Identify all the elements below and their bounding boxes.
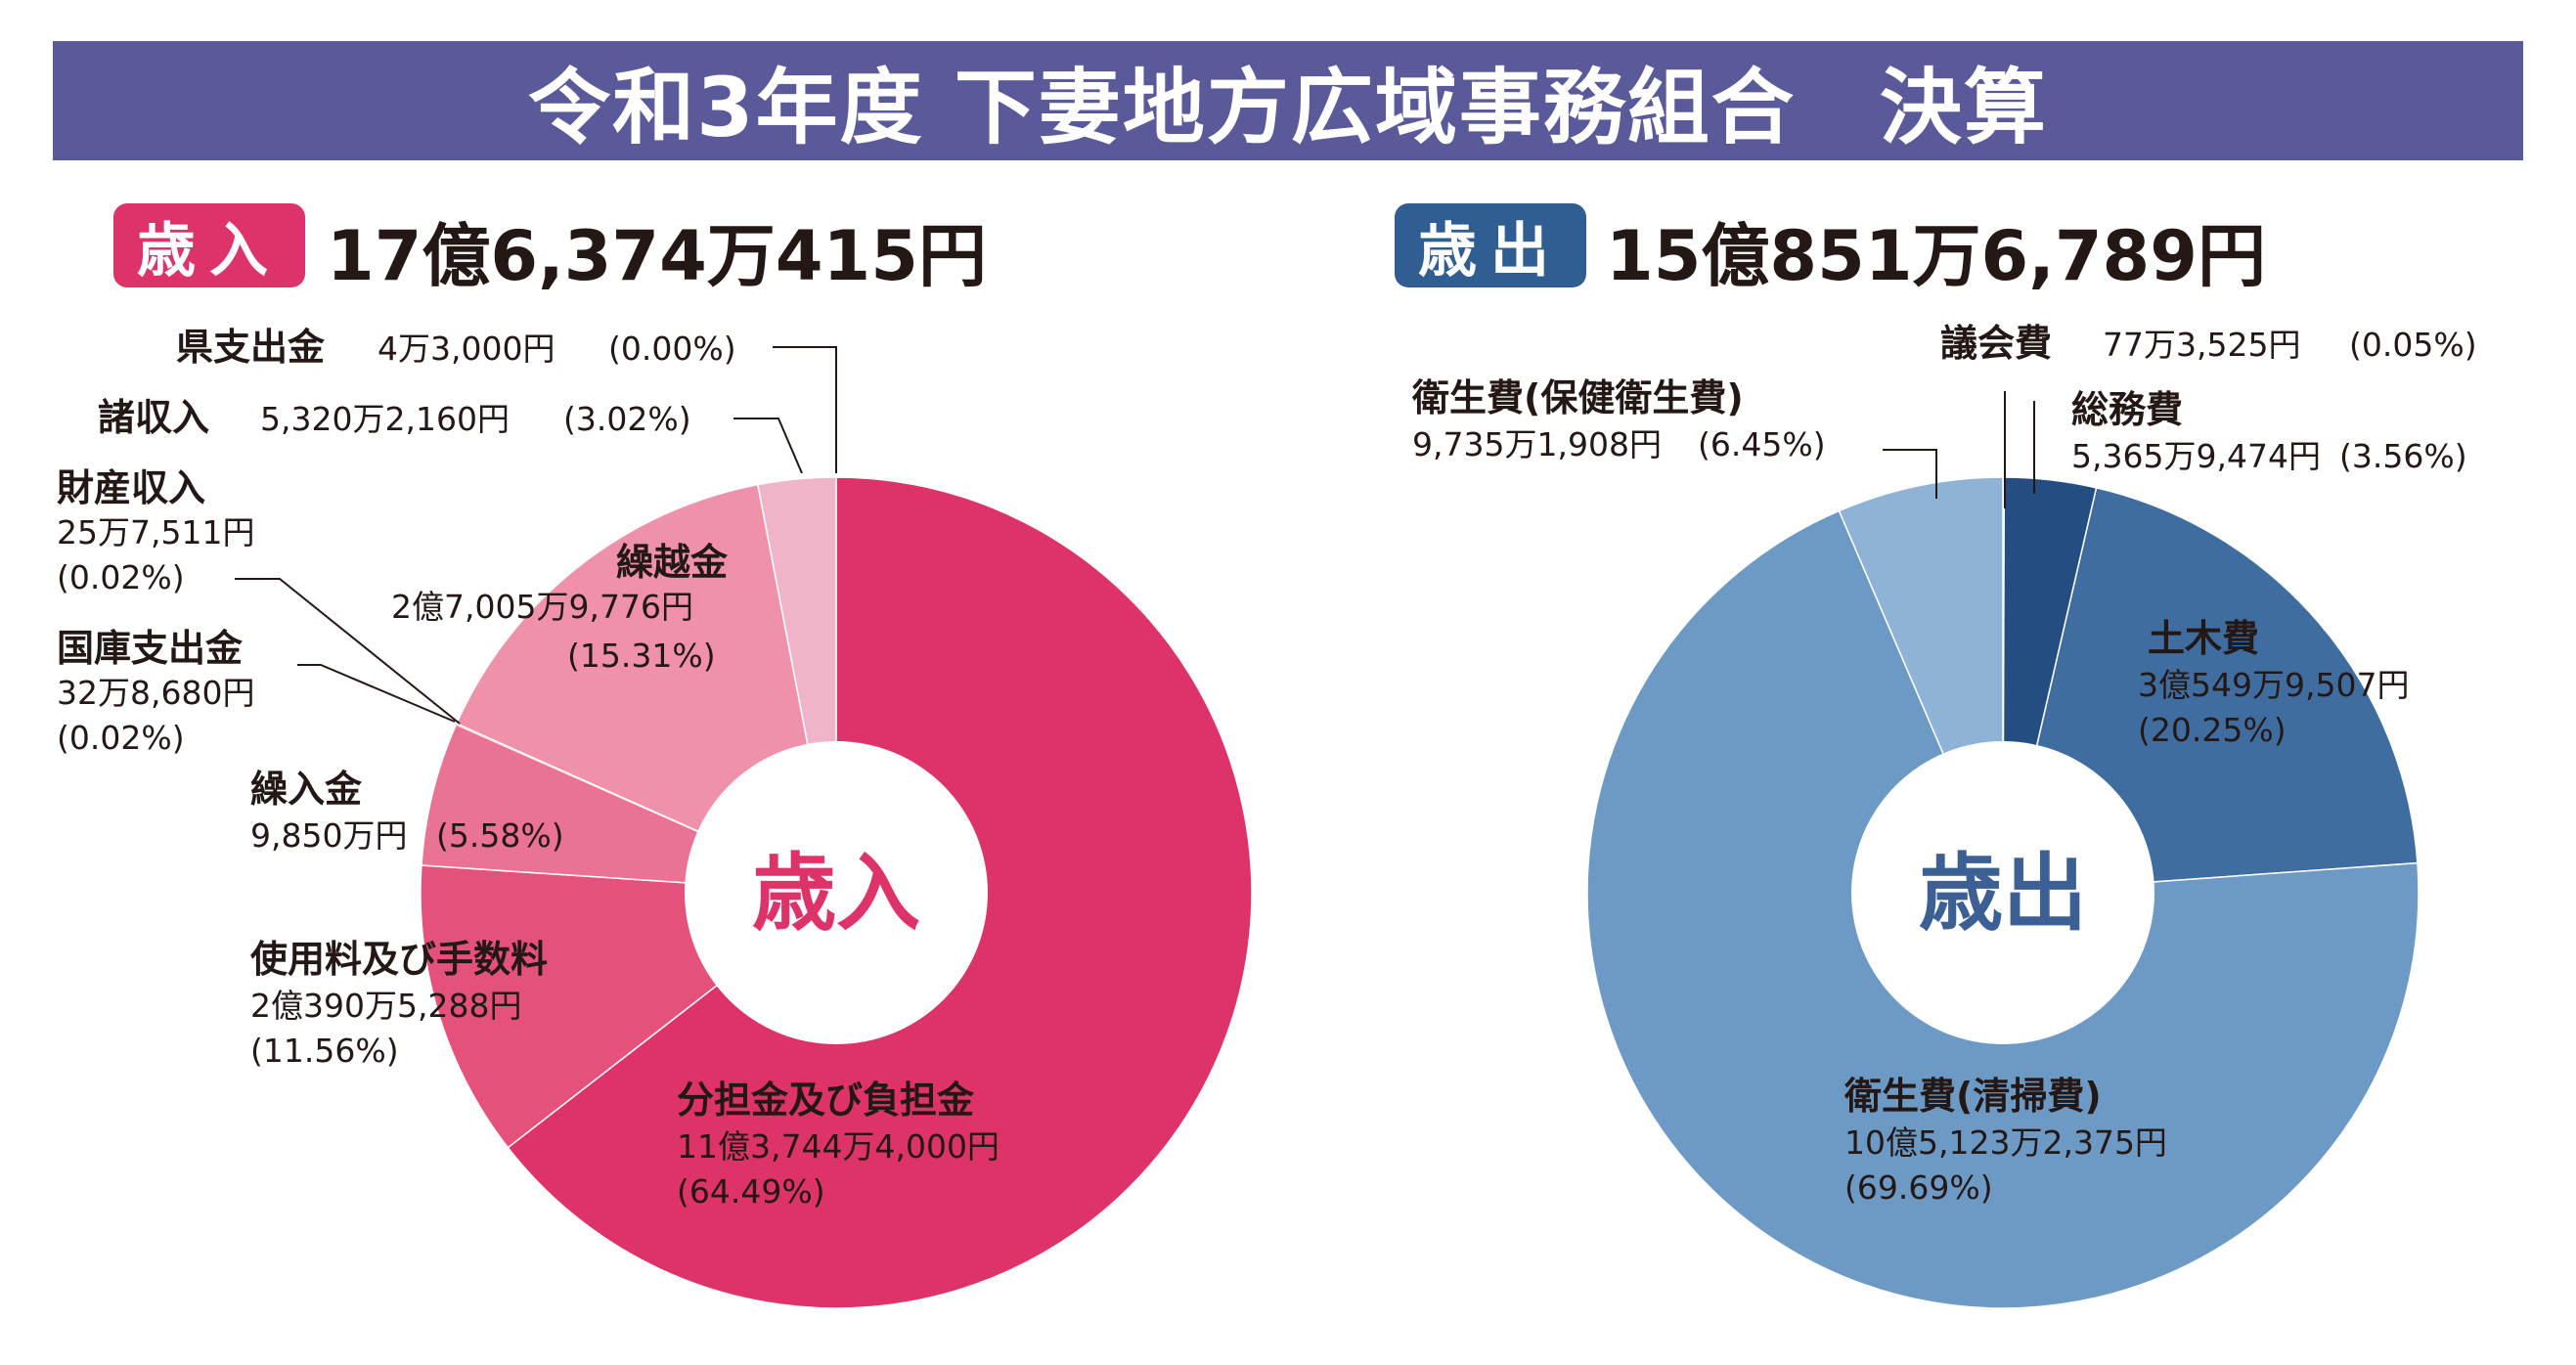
label-name: 繰越金 (616, 541, 729, 584)
label-name: 財産収入 (57, 466, 205, 509)
label-percent: (5.58%) (436, 816, 564, 855)
revenue-label-kenshishutsu: 県支出金 4万3,000円 (0.00%) (176, 326, 736, 369)
label-amount: 11億3,744万4,000円 (677, 1127, 999, 1166)
label-percent: (64.49%) (677, 1172, 825, 1211)
revenue-label-zaisan: 財産収入 25万7,511円 (0.02%) (57, 466, 254, 596)
label-amount: 5,365万9,474円 (2071, 437, 2321, 475)
label-amount: 25万7,511円 (57, 513, 254, 551)
label-name: 繰入金 (250, 768, 363, 811)
revenue-label-shiyoryo: 使用料及び手数料 2億390万5,288円 (11.56%) (250, 938, 548, 1070)
label-amount: 77万3,525円 (2103, 326, 2300, 364)
label-amount: 5,320万2,160円 (260, 400, 510, 438)
label-amount: 3億549万9,507円 (2138, 666, 2409, 704)
revenue-label-shoshunyu: 諸収入 5,320万2,160円 (3.02%) (98, 396, 691, 439)
label-percent: (3.02%) (563, 400, 691, 438)
label-name: 分担金及び負担金 (677, 1079, 975, 1122)
label-name: 総務費 (2071, 388, 2183, 431)
expense-label-seiso: 衛生費(清掃費) 10億5,123万2,375円 (69.69%) (1843, 1075, 2167, 1207)
label-amount: 32万8,680円 (57, 674, 254, 712)
label-amount: 9,735万1,908円 (1412, 425, 1662, 463)
label-percent: (69.69%) (1844, 1168, 1993, 1207)
label-name: 衛生費(清掃費) (1843, 1075, 2102, 1118)
label-amount: 10億5,123万2,375円 (1844, 1123, 2167, 1162)
label-name: 諸収入 (98, 396, 209, 439)
expense-label-doboku: 土木費 3億549万9,507円 (20.25%) (2138, 617, 2409, 749)
title-banner: 令和3年度 下妻地方広域事務組合 決算 (53, 41, 2523, 160)
label-percent: (6.45%) (1698, 425, 1826, 463)
expense-center-label: 歳出 (1919, 845, 2087, 943)
revenue-badge: 歳入 (113, 203, 305, 287)
label-amount: 2億390万5,288円 (250, 987, 521, 1025)
label-name: 土木費 (2148, 617, 2259, 660)
label-name: 使用料及び手数料 (250, 938, 548, 981)
label-name: 県支出金 (176, 326, 326, 369)
label-percent: (0.00%) (608, 330, 736, 368)
revenue-label-kurire: 繰入金 9,850万円 (5.58%) (250, 768, 564, 855)
revenue-label-kurikoshi: 繰越金 2億7,005万9,776円 (15.31%) (391, 541, 729, 675)
label-name: 議会費 (1940, 322, 2052, 365)
expense-badge: 歳出 (1395, 203, 1586, 287)
label-amount: 9,850万円 (250, 816, 407, 855)
label-percent: (0.02%) (57, 558, 185, 596)
expense-label-somu: 総務費 5,365万9,474円 (3.56%) (2071, 388, 2467, 475)
revenue-total: 17億6,374万415円 (327, 216, 987, 296)
label-name: 国庫支出金 (57, 627, 244, 670)
label-name: 衛生費(保健衛生費) (1411, 376, 1744, 419)
revenue-label-buntan: 分担金及び負担金 11億3,744万4,000円 (64.49%) (677, 1079, 999, 1211)
expense-total: 15億851万6,789円 (1606, 216, 2266, 296)
expense-label-gikai: 議会費 77万3,525円 (0.05%) (1940, 322, 2477, 365)
leader-lines (235, 346, 2035, 725)
revenue-center-hole (685, 741, 988, 1044)
label-percent: (0.02%) (57, 719, 185, 757)
page-title: 令和3年度 下妻地方広域事務組合 決算 (528, 59, 2048, 155)
expense-center-hole (1851, 741, 2154, 1044)
label-amount: 4万3,000円 (378, 330, 555, 368)
label-percent: (3.56%) (2339, 437, 2467, 475)
revenue-label-kokko: 国庫支出金 32万8,680円 (0.02%) (57, 627, 254, 757)
label-percent: (20.25%) (2138, 711, 2287, 749)
label-amount: 2億7,005万9,776円 (391, 588, 693, 626)
label-percent: (15.31%) (567, 637, 716, 675)
label-percent: (11.56%) (250, 1032, 399, 1070)
expense-label-hoken: 衛生費(保健衛生費) 9,735万1,908円 (6.45%) (1411, 376, 1826, 463)
label-percent: (0.05%) (2349, 326, 2477, 364)
revenue-center-label: 歳入 (752, 845, 920, 943)
